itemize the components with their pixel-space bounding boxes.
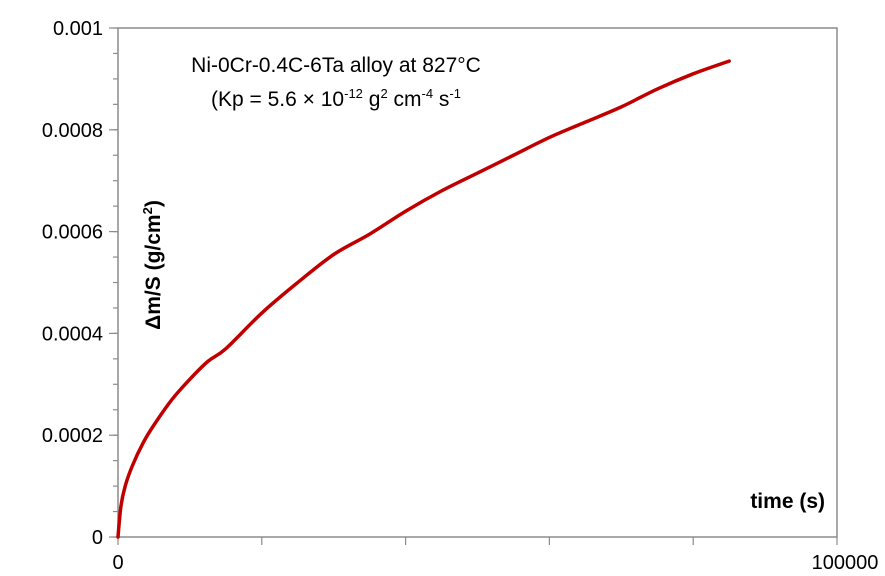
y-axis-ticks (109, 27, 118, 538)
x-tick-label: 100000 (812, 552, 879, 574)
y-tick-label: 0.001 (53, 18, 103, 40)
mass-gain-series-line (116, 59, 731, 539)
y-axis-title: Δm/S (g/cm2) (140, 200, 165, 330)
x-axis-ticks (117, 537, 838, 545)
annotation-line-1: Ni-0Cr-0.4C-6Ta alloy at 827°C (191, 54, 481, 77)
y-tick-label: 0.0004 (42, 323, 103, 345)
y-tick-label: 0 (92, 527, 103, 549)
x-axis-title: time (s) (750, 490, 825, 513)
y-axis-tick-labels: 0 0.0002 0.0004 0.0006 0.0008 0.001 (42, 18, 103, 549)
y-tick-label: 0.0008 (42, 120, 103, 142)
x-tick-label: 0 (112, 552, 123, 574)
x-axis-tick-labels: 0 100000 (112, 552, 878, 574)
plot-area-border (117, 27, 838, 538)
y-tick-label: 0.0002 (42, 425, 103, 447)
annotation-line-2: (Kp = 5.6 × 10-12 g2 cm-4 s-1 (211, 86, 461, 111)
y-tick-label: 0.0006 (42, 222, 103, 244)
